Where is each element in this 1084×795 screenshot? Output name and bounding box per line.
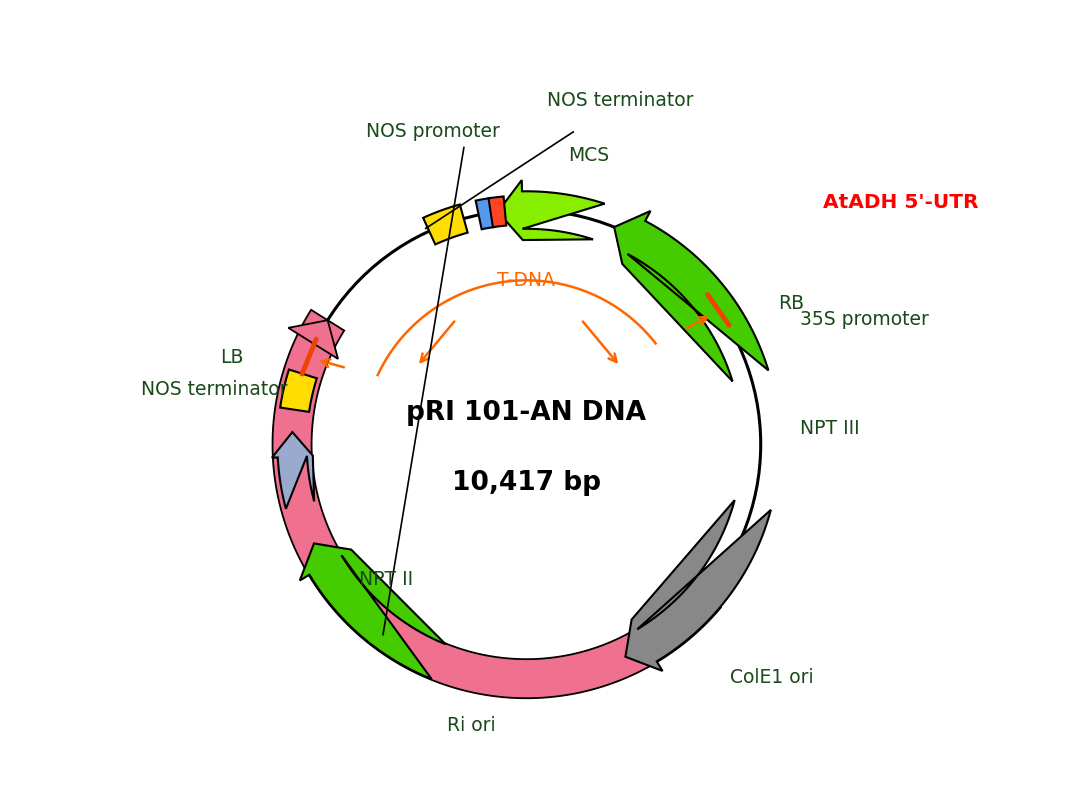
- Text: T-DNA: T-DNA: [498, 271, 555, 290]
- Polygon shape: [476, 198, 495, 229]
- Text: NOS terminator: NOS terminator: [546, 91, 694, 111]
- Text: 10,417 bp: 10,417 bp: [452, 471, 601, 496]
- Polygon shape: [423, 204, 467, 244]
- Polygon shape: [615, 211, 769, 382]
- Text: Ri ori: Ri ori: [448, 716, 496, 735]
- Text: NPT III: NPT III: [800, 419, 860, 438]
- Polygon shape: [272, 432, 314, 509]
- Text: AtADH 5'-UTR: AtADH 5'-UTR: [823, 192, 979, 211]
- Text: RB: RB: [777, 294, 804, 313]
- Text: pRI 101-AN DNA: pRI 101-AN DNA: [406, 400, 646, 426]
- Text: 35S promoter: 35S promoter: [800, 310, 929, 329]
- Text: NPT II: NPT II: [359, 570, 413, 589]
- Text: ColE1 ori: ColE1 ori: [730, 669, 814, 687]
- Polygon shape: [489, 196, 506, 227]
- Polygon shape: [288, 320, 338, 359]
- Polygon shape: [300, 544, 446, 679]
- Polygon shape: [625, 500, 771, 671]
- Text: NOS terminator: NOS terminator: [141, 380, 287, 399]
- Text: MCS: MCS: [568, 145, 609, 165]
- Text: LB: LB: [220, 348, 243, 367]
- Polygon shape: [272, 310, 721, 698]
- Text: NOS promoter: NOS promoter: [365, 122, 500, 142]
- Polygon shape: [498, 180, 605, 240]
- Polygon shape: [280, 370, 317, 412]
